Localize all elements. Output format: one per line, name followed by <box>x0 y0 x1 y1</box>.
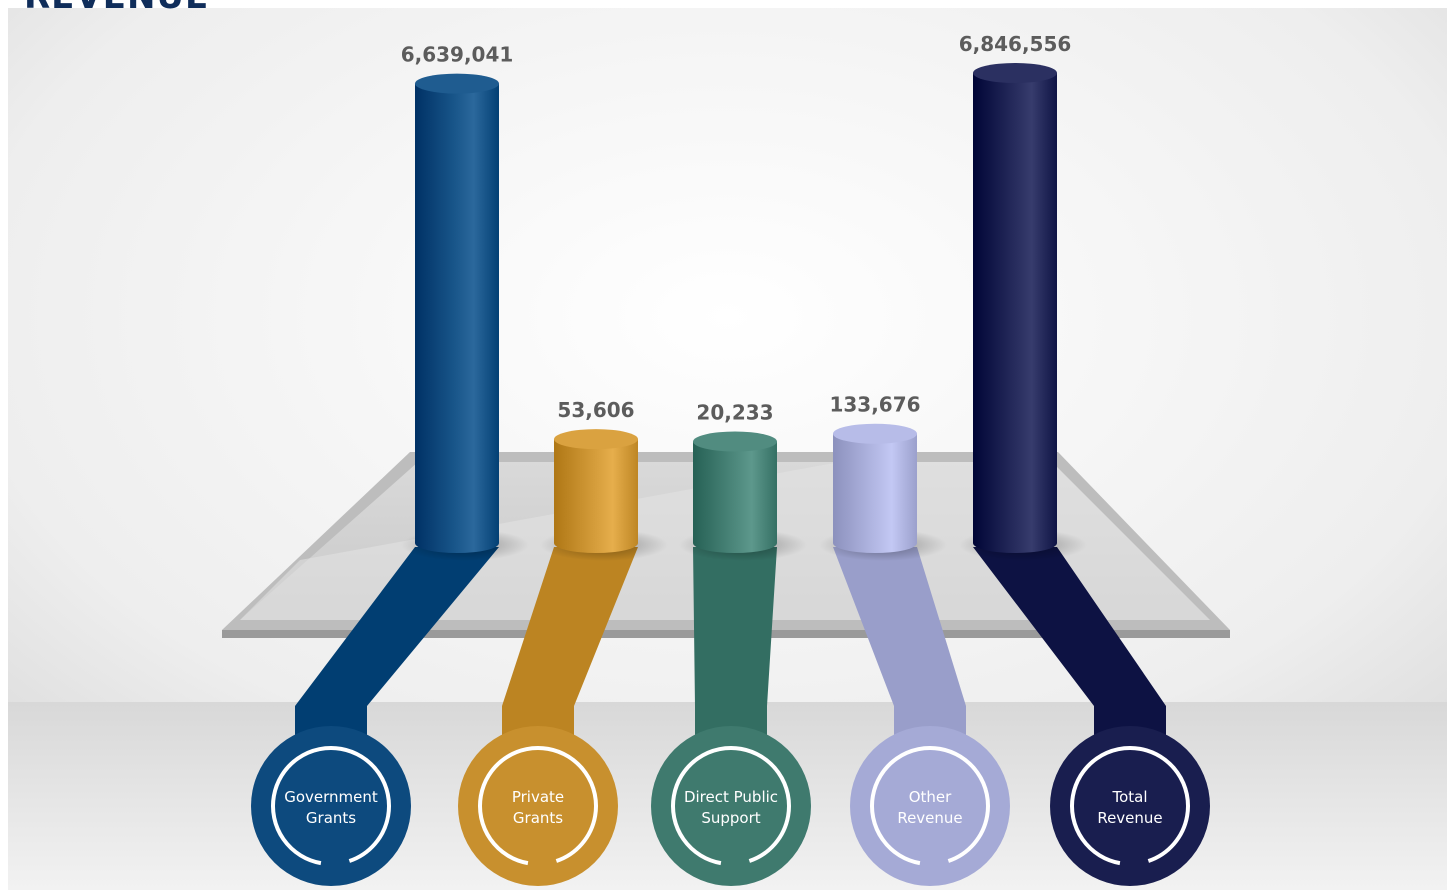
category-label-2-0: Direct Public <box>684 788 778 806</box>
value-label-4: 6,846,556 <box>959 32 1072 56</box>
chart-title: REVENUE <box>24 0 209 17</box>
bar-0 <box>415 83 499 554</box>
value-label-2: 20,233 <box>696 401 773 425</box>
category-label-4-1: Revenue <box>1097 809 1162 827</box>
category-label-0-1: Grants <box>306 809 356 827</box>
bars-layer: 6,639,041 53,606 20,233 133,676 6,846,556 Gov… <box>251 32 1210 886</box>
category-label-4-0: Total <box>1111 788 1147 806</box>
bar-4 <box>973 73 1057 553</box>
ribbon-1 <box>502 547 638 766</box>
bar-top-3 <box>833 423 917 444</box>
category-ring-3 <box>870 746 990 866</box>
value-label-1: 53,606 <box>557 398 634 422</box>
category-circle-2 <box>651 726 811 886</box>
ribbon-2 <box>693 547 777 766</box>
bar-top-0 <box>415 73 499 94</box>
ribbon-0 <box>295 547 499 766</box>
category-ring-2 <box>671 746 791 866</box>
value-label-0: 6,639,041 <box>401 43 514 67</box>
category-label-3-0: Other <box>909 788 952 806</box>
value-label-3: 133,676 <box>829 393 920 417</box>
bar-1 <box>554 439 638 553</box>
category-label-1-1: Grants <box>513 809 563 827</box>
bar-top-4 <box>973 63 1057 83</box>
bar-3 <box>833 433 917 553</box>
category-circle-4 <box>1050 726 1210 886</box>
bar-2 <box>693 441 777 553</box>
category-ring-4 <box>1070 746 1190 866</box>
category-label-2-1: Support <box>701 809 760 827</box>
category-ring-1 <box>477 746 598 866</box>
bar-top-1 <box>554 429 638 450</box>
ribbon-3 <box>833 547 966 766</box>
ribbon-4 <box>973 547 1166 766</box>
bar-top-2 <box>693 431 777 452</box>
category-label-0-0: Government <box>284 788 378 806</box>
category-circle-1 <box>458 726 618 886</box>
category-ring-0 <box>271 746 391 866</box>
category-circle-0 <box>251 726 411 886</box>
category-circle-3 <box>850 726 1010 886</box>
category-label-1-0: Private <box>512 788 564 806</box>
category-label-3-1: Revenue <box>897 809 962 827</box>
